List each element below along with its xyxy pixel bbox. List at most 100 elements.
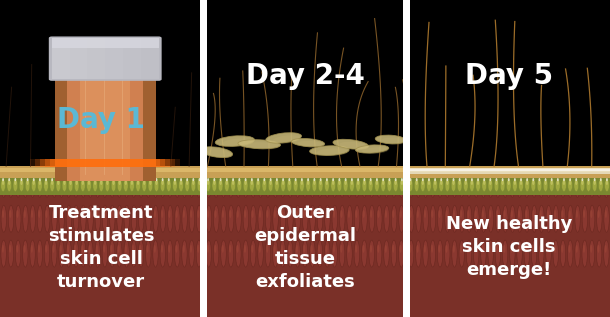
Ellipse shape — [118, 175, 120, 183]
Ellipse shape — [550, 180, 553, 185]
Ellipse shape — [525, 175, 527, 183]
Ellipse shape — [214, 175, 217, 183]
Ellipse shape — [45, 171, 50, 197]
Ellipse shape — [60, 245, 62, 253]
Ellipse shape — [370, 210, 372, 218]
Ellipse shape — [70, 180, 72, 185]
Ellipse shape — [398, 171, 404, 197]
Ellipse shape — [9, 175, 11, 183]
Ellipse shape — [326, 210, 328, 218]
Ellipse shape — [587, 180, 590, 185]
Ellipse shape — [221, 171, 226, 197]
Ellipse shape — [109, 171, 115, 197]
Ellipse shape — [73, 240, 79, 267]
Ellipse shape — [508, 180, 510, 185]
Ellipse shape — [2, 245, 4, 253]
Ellipse shape — [554, 245, 556, 253]
Ellipse shape — [140, 210, 142, 218]
Ellipse shape — [24, 210, 26, 218]
Ellipse shape — [207, 175, 209, 183]
Ellipse shape — [222, 210, 224, 218]
Bar — [141, 38, 159, 79]
Ellipse shape — [235, 205, 242, 232]
Bar — [55, 38, 156, 181]
Ellipse shape — [477, 180, 479, 185]
Ellipse shape — [51, 171, 57, 197]
Ellipse shape — [339, 205, 345, 232]
Ellipse shape — [576, 175, 578, 183]
Ellipse shape — [310, 175, 313, 183]
Ellipse shape — [182, 171, 187, 197]
Ellipse shape — [511, 245, 513, 253]
Ellipse shape — [154, 245, 156, 253]
Ellipse shape — [415, 240, 421, 267]
Ellipse shape — [440, 178, 442, 181]
Ellipse shape — [30, 175, 33, 183]
Ellipse shape — [318, 245, 320, 253]
Ellipse shape — [131, 178, 133, 181]
Ellipse shape — [197, 175, 199, 183]
Ellipse shape — [376, 178, 378, 181]
Ellipse shape — [357, 178, 359, 181]
Ellipse shape — [131, 180, 133, 185]
Ellipse shape — [362, 240, 367, 267]
Ellipse shape — [88, 171, 93, 197]
Ellipse shape — [589, 240, 595, 267]
Ellipse shape — [138, 171, 144, 197]
Ellipse shape — [190, 210, 192, 218]
Ellipse shape — [392, 205, 397, 232]
Ellipse shape — [546, 171, 551, 197]
Ellipse shape — [351, 178, 353, 181]
Ellipse shape — [408, 171, 414, 197]
Ellipse shape — [533, 175, 534, 183]
Ellipse shape — [301, 180, 303, 185]
Ellipse shape — [574, 179, 578, 191]
Ellipse shape — [400, 179, 404, 191]
Ellipse shape — [206, 205, 212, 232]
Ellipse shape — [146, 175, 149, 183]
Ellipse shape — [251, 245, 254, 253]
Ellipse shape — [161, 175, 163, 183]
Ellipse shape — [554, 210, 556, 218]
Ellipse shape — [524, 205, 529, 232]
Ellipse shape — [245, 180, 247, 185]
Bar — [205, 178, 405, 195]
Ellipse shape — [346, 240, 352, 267]
Ellipse shape — [363, 180, 365, 185]
Ellipse shape — [93, 179, 98, 191]
Ellipse shape — [517, 205, 523, 232]
Ellipse shape — [293, 179, 298, 191]
Ellipse shape — [229, 245, 231, 253]
Ellipse shape — [74, 175, 76, 183]
Ellipse shape — [392, 210, 395, 218]
Ellipse shape — [265, 171, 271, 197]
Ellipse shape — [96, 175, 98, 183]
Ellipse shape — [229, 210, 231, 218]
Ellipse shape — [518, 245, 520, 253]
Ellipse shape — [540, 210, 542, 218]
Ellipse shape — [214, 240, 219, 267]
Ellipse shape — [332, 240, 337, 267]
Ellipse shape — [74, 245, 76, 253]
Ellipse shape — [9, 245, 11, 253]
Ellipse shape — [1, 171, 6, 197]
Ellipse shape — [482, 179, 487, 191]
Ellipse shape — [244, 175, 246, 183]
Ellipse shape — [273, 135, 301, 144]
Ellipse shape — [431, 175, 433, 183]
Bar — [55, 38, 67, 181]
Ellipse shape — [94, 178, 96, 181]
Ellipse shape — [495, 171, 501, 197]
Ellipse shape — [370, 178, 371, 181]
Ellipse shape — [258, 240, 264, 267]
Ellipse shape — [310, 205, 315, 232]
Ellipse shape — [391, 240, 396, 267]
Ellipse shape — [280, 205, 285, 232]
Ellipse shape — [23, 171, 28, 197]
Ellipse shape — [551, 178, 553, 181]
Ellipse shape — [350, 179, 354, 191]
Ellipse shape — [103, 245, 106, 253]
Ellipse shape — [27, 178, 29, 181]
Ellipse shape — [589, 205, 595, 232]
Ellipse shape — [8, 171, 13, 197]
